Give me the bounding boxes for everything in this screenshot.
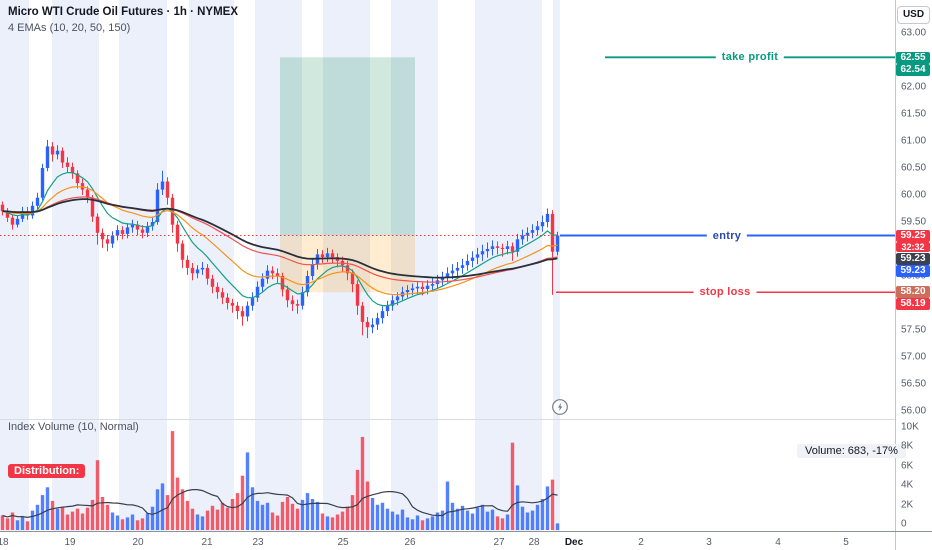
time-tick-label: 27 [493,537,505,548]
price-badge: 58.19 [896,298,930,310]
ema-indicator-label[interactable]: 4 EMAs (10, 20, 50, 150) [8,22,131,34]
time-tick-label: 5 [843,537,849,548]
time-tick-label: 2 [638,537,644,548]
price-tick-label: 57.50 [901,324,927,336]
time-tick-label: 26 [404,537,416,548]
time-tick-label: 18 [0,537,9,548]
realtime-lightning-icon[interactable] [551,398,569,421]
price-tick-label: 62.00 [901,81,927,93]
volume-tick-label: 0 [901,518,907,530]
time-tick-label: 25 [337,537,349,548]
volume-indicator-label[interactable]: Index Volume (10, Normal) [8,421,139,433]
volume-tick-label: 10K [901,421,919,433]
price-badge: 62.55 [896,52,930,64]
price-tick-label: 63.00 [901,27,927,39]
price-badge: 58.20 [896,286,930,298]
time-tick-label: 23 [252,537,264,548]
time-tick-label: 19 [64,537,76,548]
time-tick-label: 20 [132,537,144,548]
volume-tick-label: 4K [901,479,914,491]
price-tick-label: 61.50 [901,108,927,120]
time-tick-label: Dec [564,537,584,548]
price-badge: 32:32 [896,242,930,252]
price-tick-label: 60.50 [901,162,927,174]
price-tick-label: 57.00 [901,351,927,363]
entry-line-label[interactable]: entry [706,229,748,242]
price-badge: 59.25 [896,230,930,242]
time-tick-label: 21 [201,537,213,548]
distribution-status-badge: Distribution: [8,464,86,478]
price-tick-label: 61.00 [901,135,927,147]
volume-tick-label: 8K [901,440,914,452]
price-tick-label: 60.00 [901,189,927,201]
price-tick-label: 59.50 [901,216,927,228]
volume-tick-label: 2K [901,499,914,511]
price-badge: 59.23 [896,265,930,277]
price-tick-label: 56.50 [901,378,927,390]
price-badge: 59.23 [896,253,930,265]
time-tick-label: 4 [775,537,781,548]
volume-readout: Volume: 683, -17% [797,444,906,458]
take-profit-line-label[interactable]: take profit [715,51,785,64]
price-tick-label: 56.00 [901,405,927,417]
volume-tick-label: 6K [901,460,914,472]
time-tick-label: 3 [706,537,712,548]
currency-unit-button[interactable]: USD [897,6,930,24]
chart-legend: Micro WTI Crude Oil Futures · 1h · NYMEX… [8,5,238,35]
stop-loss-line-label[interactable]: stop loss [693,286,757,299]
time-tick-label: 28 [528,537,540,548]
price-badge: 62.54 [896,64,930,76]
symbol-title[interactable]: Micro WTI Crude Oil Futures · 1h · NYMEX [8,6,239,18]
